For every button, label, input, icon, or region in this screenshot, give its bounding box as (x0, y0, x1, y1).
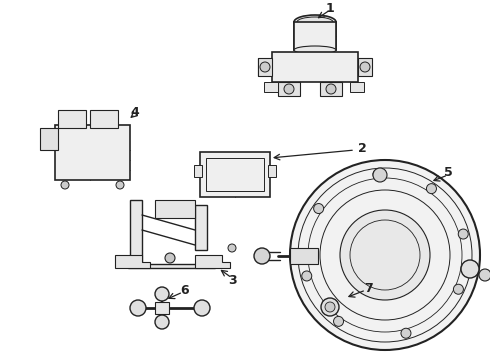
Bar (350, 82, 364, 92)
Polygon shape (115, 255, 150, 268)
Circle shape (373, 168, 387, 182)
Bar (40, 128, 58, 150)
Bar (294, 22, 336, 50)
Circle shape (334, 316, 343, 327)
Circle shape (260, 62, 270, 72)
Circle shape (314, 203, 324, 213)
Bar (155, 200, 195, 218)
Bar (290, 248, 318, 264)
Text: 7: 7 (364, 282, 372, 294)
Bar (206, 158, 264, 191)
Circle shape (340, 210, 430, 300)
Text: 6: 6 (181, 284, 189, 297)
Circle shape (165, 253, 175, 263)
Circle shape (426, 184, 437, 194)
Bar (155, 302, 169, 314)
Circle shape (373, 169, 383, 179)
Bar (264, 82, 278, 92)
Polygon shape (130, 200, 142, 262)
Bar (90, 110, 118, 128)
Circle shape (194, 300, 210, 316)
Circle shape (326, 84, 336, 94)
Bar (194, 165, 202, 177)
Bar (200, 152, 270, 197)
Circle shape (325, 302, 335, 312)
Ellipse shape (294, 46, 336, 54)
Bar (258, 58, 272, 76)
Ellipse shape (294, 15, 336, 29)
Bar (55, 125, 130, 180)
Circle shape (155, 315, 169, 329)
Polygon shape (195, 255, 230, 268)
Polygon shape (195, 205, 207, 250)
Text: 1: 1 (326, 1, 334, 14)
Circle shape (290, 160, 480, 350)
Circle shape (479, 269, 490, 281)
Text: 5: 5 (443, 166, 452, 180)
Circle shape (116, 181, 124, 189)
Bar (358, 58, 372, 76)
Circle shape (401, 328, 411, 338)
Text: 2: 2 (358, 141, 367, 154)
Bar (278, 82, 300, 96)
Polygon shape (128, 258, 215, 268)
Circle shape (228, 244, 236, 252)
Circle shape (461, 260, 479, 278)
Bar (272, 52, 358, 82)
Circle shape (458, 229, 468, 239)
Text: 3: 3 (228, 274, 236, 287)
Circle shape (130, 300, 146, 316)
Circle shape (284, 84, 294, 94)
Circle shape (453, 284, 464, 294)
Circle shape (61, 181, 69, 189)
Circle shape (360, 62, 370, 72)
Bar (268, 165, 276, 177)
Circle shape (321, 298, 339, 316)
Bar (58, 110, 86, 128)
Circle shape (302, 271, 312, 281)
Bar (320, 82, 342, 96)
Circle shape (254, 248, 270, 264)
Text: 4: 4 (131, 105, 139, 118)
Circle shape (155, 287, 169, 301)
